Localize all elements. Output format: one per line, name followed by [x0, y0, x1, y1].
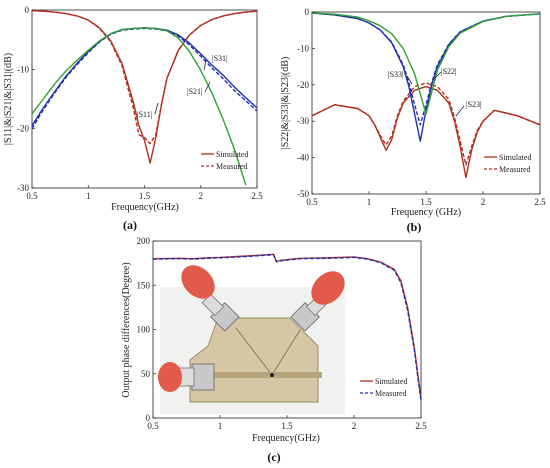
panel-a-xtick-label: 1 — [86, 191, 91, 201]
panel-a-annotation-s31: |S31| — [212, 54, 228, 63]
panel-b-series-s22-measured — [311, 12, 541, 126]
panel-a-xlabel: Frequency(GHz) — [111, 202, 179, 213]
panel-b-series-s33-simulated — [311, 12, 541, 115]
panel-a-legend-measured: Measured — [216, 162, 248, 171]
panel-a-ytick-label: -30 — [17, 183, 29, 193]
panel-c-ylabel: Output phase differences(Degree) — [121, 262, 132, 397]
panel-a-annotation-s11: |S11| — [137, 110, 152, 119]
panel-a: 0.5 1 1.5 2 2.5 0 -10 -20 -30 Frequency(GHz) |S1… — [3, 5, 263, 232]
panel-a-xtick-label: 2 — [199, 191, 204, 201]
panel-c-series-measured-measured — [152, 254, 422, 401]
panel-c-ticks: 0.5 1 1.5 2 2.5 0 50 100 150 200 — [137, 236, 428, 431]
panel-a-xtick-label: 0.5 — [26, 191, 38, 201]
panel-b-annotation-pointer — [433, 71, 442, 80]
panel-a-series-s11-measured — [31, 9, 258, 145]
panel-a-ticks: 0.5 1 1.5 2 2.5 0 -10 -20 -30 — [17, 5, 263, 201]
panel-a-plot-area — [31, 9, 258, 189]
panel-a-annotation-pointer — [154, 102, 159, 115]
panel-c-series — [152, 253, 422, 401]
panel-a-annotation-pointer — [204, 81, 211, 93]
panel-c-label: (c) — [267, 450, 280, 464]
sma-connector-left — [191, 363, 215, 391]
panel-c-ytick-label: 0 — [146, 413, 151, 423]
center-via — [270, 373, 274, 377]
microstrip-feed — [210, 372, 322, 378]
microstrip-line — [235, 327, 273, 376]
panel-b-xtick-label: 1 — [367, 197, 372, 207]
panel-a-ytick-label: -20 — [17, 124, 29, 134]
panel-b-series — [311, 12, 541, 179]
panel-c-xtick-label: 1 — [218, 421, 223, 431]
panel-a-series — [31, 9, 258, 186]
panel-b: 0.5 1 1.5 2 2.5 0 -10 -20 -30 -40 -50 Frequency (G… — [280, 7, 546, 234]
panel-b-series-s23-measured — [311, 82, 541, 166]
panel-b-xtick-label: 0.5 — [306, 197, 318, 207]
panel-b-xtick-label: 1.5 — [420, 197, 432, 207]
panel-b-annotation-s23: |S23| — [466, 100, 482, 109]
load-cap-top-right — [311, 271, 345, 305]
panel-a-label: (a) — [123, 218, 137, 232]
panel-b-xlabel: Frequency (GHz) — [391, 207, 461, 218]
panel-b-xtick-label: 2.5 — [534, 197, 546, 207]
panel-b-ylabel: |S22|&|S33|&|S23|(dB) — [280, 57, 291, 150]
load-cap-top-left — [181, 265, 215, 299]
panel-b-legend-simulated: Simulated — [499, 153, 531, 162]
panel-b-ytick-label: -50 — [297, 189, 309, 199]
panel-b-annotation-s33: |S33| — [388, 70, 404, 79]
panel-b-ticks: 0.5 1 1.5 2 2.5 0 -10 -20 -30 -40 -50 — [297, 7, 546, 207]
panel-a-legend: Simulated Measured — [201, 150, 248, 171]
panel-c-xtick-label: 1.5 — [281, 421, 293, 431]
panel-a-ytick-label: -10 — [17, 64, 29, 74]
panel-b-ytick-label: -10 — [297, 43, 309, 53]
panel-b-annotation-pointer — [455, 105, 465, 117]
panel-c-legend-simulated: Simulated — [375, 377, 407, 386]
panel-b-label: (b) — [407, 220, 422, 234]
panel-c-ytick-label: 150 — [137, 280, 151, 290]
panel-a-annotation-s21: |S21| — [187, 87, 203, 96]
load-cap-left — [158, 362, 182, 392]
panel-c-xtick-label: 0.5 — [147, 421, 159, 431]
microstrip-line — [271, 329, 301, 376]
panel-c-legend: Simulated Measured — [360, 377, 407, 398]
panel-a-ytick-label: 0 — [25, 5, 30, 15]
circuit-board — [189, 317, 319, 403]
panel-a-legend-simulated: Simulated — [216, 150, 248, 159]
panel-b-annotation-s22: |S22| — [441, 67, 457, 76]
panel-b-ytick-label: 0 — [305, 7, 310, 17]
panel-c: 0.5 1 1.5 2 2.5 0 50 100 150 200 Frequency(GHz) O… — [121, 236, 427, 464]
panel-a-ylabel: |S11|&|S21|&|S31|(dB) — [3, 53, 14, 145]
panel-b-annotation-pointer — [406, 75, 413, 85]
device-photo-inset — [158, 265, 345, 414]
panel-a-annotation-pointer — [203, 59, 207, 71]
panel-b-ytick-label: -20 — [297, 80, 309, 90]
panel-a-xtick-label: 2.5 — [251, 191, 263, 201]
panel-c-ytick-label: 200 — [137, 236, 151, 246]
panel-c-ytick-label: 100 — [137, 325, 151, 335]
panel-c-xlabel: Frequency(GHz) — [252, 433, 320, 444]
panel-b-legend: Simulated Measured — [484, 153, 531, 174]
panel-c-xtick-label: 2.5 — [415, 421, 427, 431]
panel-b-ytick-label: -40 — [297, 153, 309, 163]
panel-b-legend-measured: Measured — [499, 165, 531, 174]
panel-c-ytick-label: 50 — [141, 369, 151, 379]
panel-c-legend-measured: Measured — [375, 389, 407, 398]
panel-b-xtick-label: 2 — [481, 197, 486, 207]
panel-c-xtick-label: 2 — [352, 421, 357, 431]
panel-b-ytick-label: -30 — [297, 116, 309, 126]
panel-a-series-s31-simulated — [31, 27, 247, 186]
panel-a-xtick-label: 1.5 — [139, 191, 151, 201]
sma-connector-top-left — [201, 293, 240, 332]
